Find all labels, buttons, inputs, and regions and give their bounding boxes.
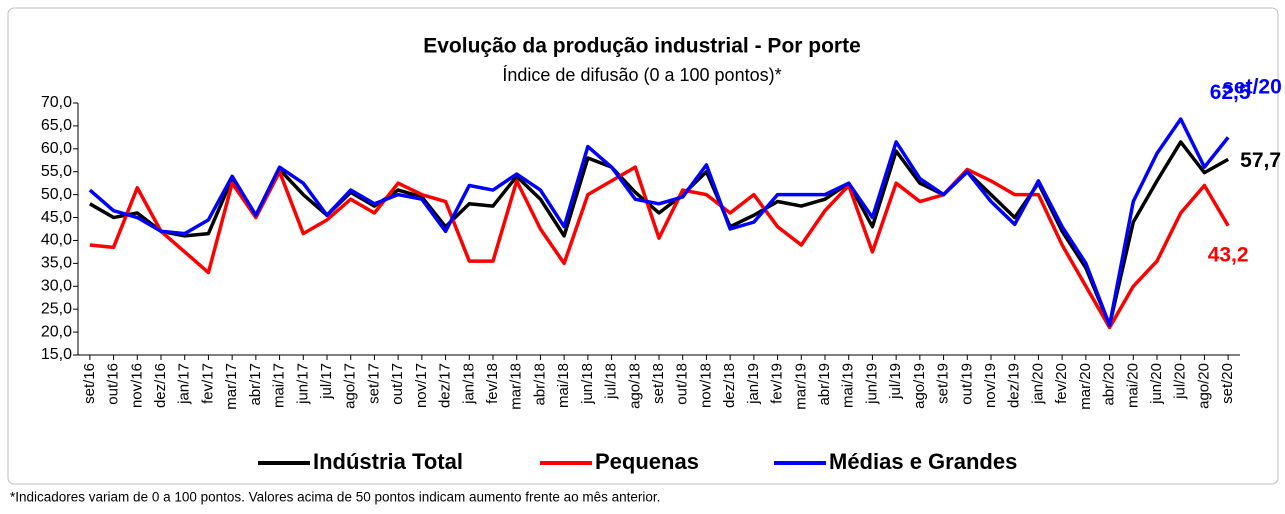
- legend-label: Médias e Grandes: [829, 449, 1017, 474]
- y-tick-label: 45,0: [41, 209, 72, 226]
- x-tick-label: jun/19: [863, 363, 880, 405]
- x-tick-label: nov/19: [982, 363, 999, 408]
- chart-title: Evolução da produção industrial - Por po…: [423, 35, 861, 58]
- x-tick-label: set/18: [650, 363, 667, 404]
- x-tick-label: jan/20: [1029, 363, 1046, 405]
- y-tick-label: 50,0: [41, 186, 72, 203]
- y-tick-label: 55,0: [41, 163, 72, 180]
- annotation: set/20: [1222, 76, 1282, 99]
- x-tick-label: ago/20: [1195, 363, 1212, 409]
- x-tick-label: mai/19: [840, 363, 857, 408]
- x-tick-label: abr/20: [1101, 363, 1118, 406]
- legend-label: Indústria Total: [313, 449, 463, 474]
- legend-label: Pequenas: [595, 449, 699, 474]
- value-label: 57,7: [1240, 149, 1281, 172]
- series-line: [88, 117, 1230, 327]
- y-tick-label: 60,0: [41, 140, 72, 157]
- x-tick-label: dez/18: [721, 363, 738, 408]
- y-tick-label: 15,0: [41, 346, 72, 363]
- x-tick-label: ago/17: [342, 363, 359, 409]
- y-tick-label: 35,0: [41, 255, 72, 272]
- y-tick-label: 30,0: [41, 277, 72, 294]
- x-tick-label: fev/17: [199, 363, 216, 404]
- x-tick-label: nov/16: [128, 363, 145, 408]
- x-tick-label: jul/17: [318, 363, 335, 400]
- x-tick-label: mar/17: [223, 363, 240, 410]
- x-tick-label: jul/18: [603, 363, 620, 400]
- x-tick-label: dez/16: [152, 363, 169, 408]
- x-tick-label: jun/20: [1148, 363, 1165, 405]
- x-tick-label: jan/18: [460, 363, 477, 405]
- x-tick-label: jul/19: [887, 363, 904, 400]
- x-tick-label: jul/20: [1172, 363, 1189, 400]
- x-tick-label: fev/18: [484, 363, 501, 404]
- y-tick-label: 70,0: [41, 94, 72, 111]
- x-tick-label: out/19: [958, 363, 975, 405]
- x-tick-label: jan/19: [745, 363, 762, 405]
- x-tick-label: mar/18: [508, 363, 525, 410]
- x-tick-label: abr/18: [531, 363, 548, 406]
- x-tick-label: fev/19: [769, 363, 786, 404]
- x-tick-label: jan/17: [176, 363, 193, 405]
- x-tick-label: abr/17: [247, 363, 264, 406]
- x-tick-label: set/17: [365, 363, 382, 404]
- y-tick-label: 25,0: [41, 300, 72, 317]
- x-tick-label: nov/18: [697, 363, 714, 408]
- y-tick-label: 40,0: [41, 232, 72, 249]
- chart-border: [7, 7, 1279, 485]
- value-label: 43,2: [1208, 243, 1249, 266]
- x-tick-label: mar/19: [792, 363, 809, 410]
- series-line: [89, 165, 1230, 330]
- y-tick-label: 20,0: [41, 323, 72, 340]
- x-tick-label: nov/17: [413, 363, 430, 408]
- x-tick-label: jun/18: [579, 363, 596, 405]
- value-label: 62,5: [1210, 81, 1251, 104]
- x-tick-label: out/18: [674, 363, 691, 405]
- x-tick-label: set/16: [81, 363, 98, 404]
- x-tick-label: mai/20: [1124, 363, 1141, 408]
- x-tick-label: jun/17: [294, 363, 311, 405]
- x-tick-label: out/16: [105, 363, 122, 405]
- x-tick-label: abr/19: [816, 363, 833, 406]
- chart-subtitle: Índice de difusão (0 a 100 pontos)*: [502, 65, 781, 85]
- x-tick-label: fev/20: [1053, 363, 1070, 404]
- x-tick-label: ago/18: [626, 363, 643, 409]
- x-tick-label: dez/17: [437, 363, 454, 408]
- x-tick-label: mar/20: [1077, 363, 1094, 410]
- x-tick-label: mai/17: [271, 363, 288, 408]
- x-tick-label: set/19: [935, 363, 952, 404]
- x-tick-label: set/20: [1219, 363, 1236, 404]
- x-tick-label: out/17: [389, 363, 406, 405]
- x-tick-label: mai/18: [555, 363, 572, 408]
- x-tick-label: dez/19: [1006, 363, 1023, 408]
- x-tick-label: ago/19: [911, 363, 928, 409]
- y-tick-label: 65,0: [41, 117, 72, 134]
- footnote: *Indicadores variam de 0 a 100 pontos. V…: [10, 490, 660, 505]
